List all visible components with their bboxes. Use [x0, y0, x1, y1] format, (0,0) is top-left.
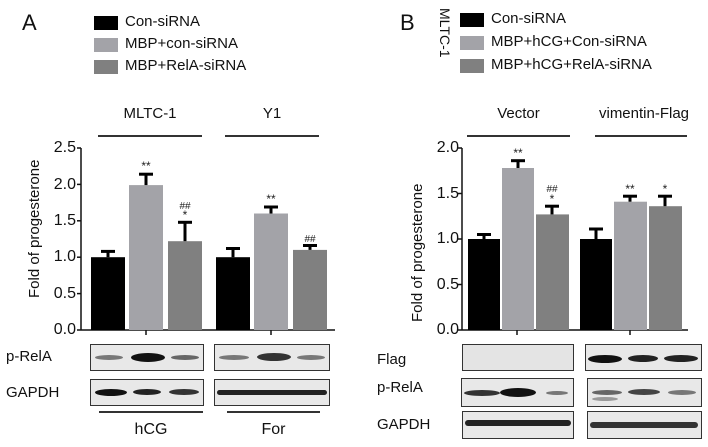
group-underline: [225, 135, 319, 137]
y-tick-label: 2.0: [436, 139, 459, 156]
svg-text:**: **: [141, 159, 151, 173]
y-tick-label: 0.0: [436, 321, 459, 338]
legend-swatch-con-sirna: [94, 16, 118, 30]
blot-a-mltc1-gapdh: [90, 379, 204, 406]
blot-label-p-rela: p-RelA: [377, 379, 423, 396]
legend-swatch-mbp-con-sirna: [94, 38, 118, 52]
panel-b-cell-line-label: MLTC-1: [437, 8, 453, 58]
panel-a-letter: A: [22, 10, 37, 35]
blot-b-vector-p-rela: [461, 378, 574, 407]
legend-label: Con-siRNA: [491, 10, 567, 27]
svg-text:##: ##: [304, 234, 316, 245]
treatment-label-for: For: [261, 421, 286, 438]
legend-swatch-con-sirna: [460, 13, 484, 27]
blot-label-p-rela: p-RelA: [6, 348, 52, 365]
y-tick-label: 0.5: [436, 276, 459, 293]
blot-b-vector-gapdh: [462, 411, 574, 439]
treatment-underline: [99, 411, 203, 413]
y-tick-label: 1.0: [53, 248, 76, 265]
group-label-vimentin-flag: vimentin-Flag: [598, 105, 690, 122]
group-underline: [595, 135, 687, 137]
y-tick-label: 2.0: [53, 176, 76, 193]
svg-text:**: **: [513, 146, 523, 160]
group-underline: [467, 135, 570, 137]
blot-label-gapdh: GAPDH: [6, 384, 60, 401]
svg-text:**: **: [625, 182, 635, 196]
treatment-label-hcg: hCG: [134, 421, 168, 438]
legend-label: MBP+RelA-siRNA: [125, 57, 247, 74]
y-tick-label: 0.5: [53, 285, 76, 302]
y-tick-label: 1.5: [53, 212, 76, 229]
blot-label-gapdh: GAPDH: [377, 416, 431, 433]
legend-label: Con-siRNA: [125, 13, 201, 30]
svg-text:*: *: [550, 192, 555, 206]
svg-text:##: ##: [546, 184, 558, 195]
svg-text:##: ##: [179, 201, 191, 212]
treatment-underline: [227, 411, 320, 413]
group-underline: [98, 135, 202, 137]
legend-label: MBP+hCG+Con-siRNA: [491, 33, 647, 50]
blot-a-y1-p-rela: [214, 344, 330, 371]
legend-label: MBP+hCG+RelA-siRNA: [491, 56, 652, 73]
y-tick-label: 2.5: [53, 139, 76, 156]
svg-text:*: *: [183, 208, 188, 222]
y-tick-label: 1.5: [436, 185, 459, 202]
group-label-mltc1: MLTC-1: [123, 105, 177, 122]
blot-b-vimentin-flag: [585, 344, 702, 371]
y-tick-label: 1.0: [436, 230, 459, 247]
legend-swatch-mbp-hcg-rela-sirna: [460, 59, 484, 73]
chart-a-plot: ** ## * ** ##: [77, 147, 335, 335]
legend-label: MBP+con-siRNA: [125, 35, 238, 52]
blot-b-vector-flag: [462, 344, 574, 371]
blot-label-flag: Flag: [377, 351, 407, 368]
legend-swatch-mbp-hcg-con-sirna: [460, 36, 484, 50]
y-tick-label: 0.0: [53, 321, 76, 338]
blot-b-vimentin-p-rela: [587, 378, 702, 407]
svg-text:*: *: [663, 182, 668, 196]
group-label-vector: Vector: [497, 105, 540, 122]
blot-a-mltc1-p-rela: [90, 344, 204, 371]
panel-b-letter: B: [400, 10, 415, 35]
chart-b-plot: ** ## * ** *: [458, 146, 688, 335]
blot-a-y1-gapdh: [214, 379, 330, 406]
svg-text:**: **: [266, 192, 276, 206]
blot-b-vimentin-gapdh: [587, 411, 702, 439]
legend-swatch-mbp-rela-sirna: [94, 60, 118, 74]
group-label-y1: Y1: [262, 105, 282, 122]
